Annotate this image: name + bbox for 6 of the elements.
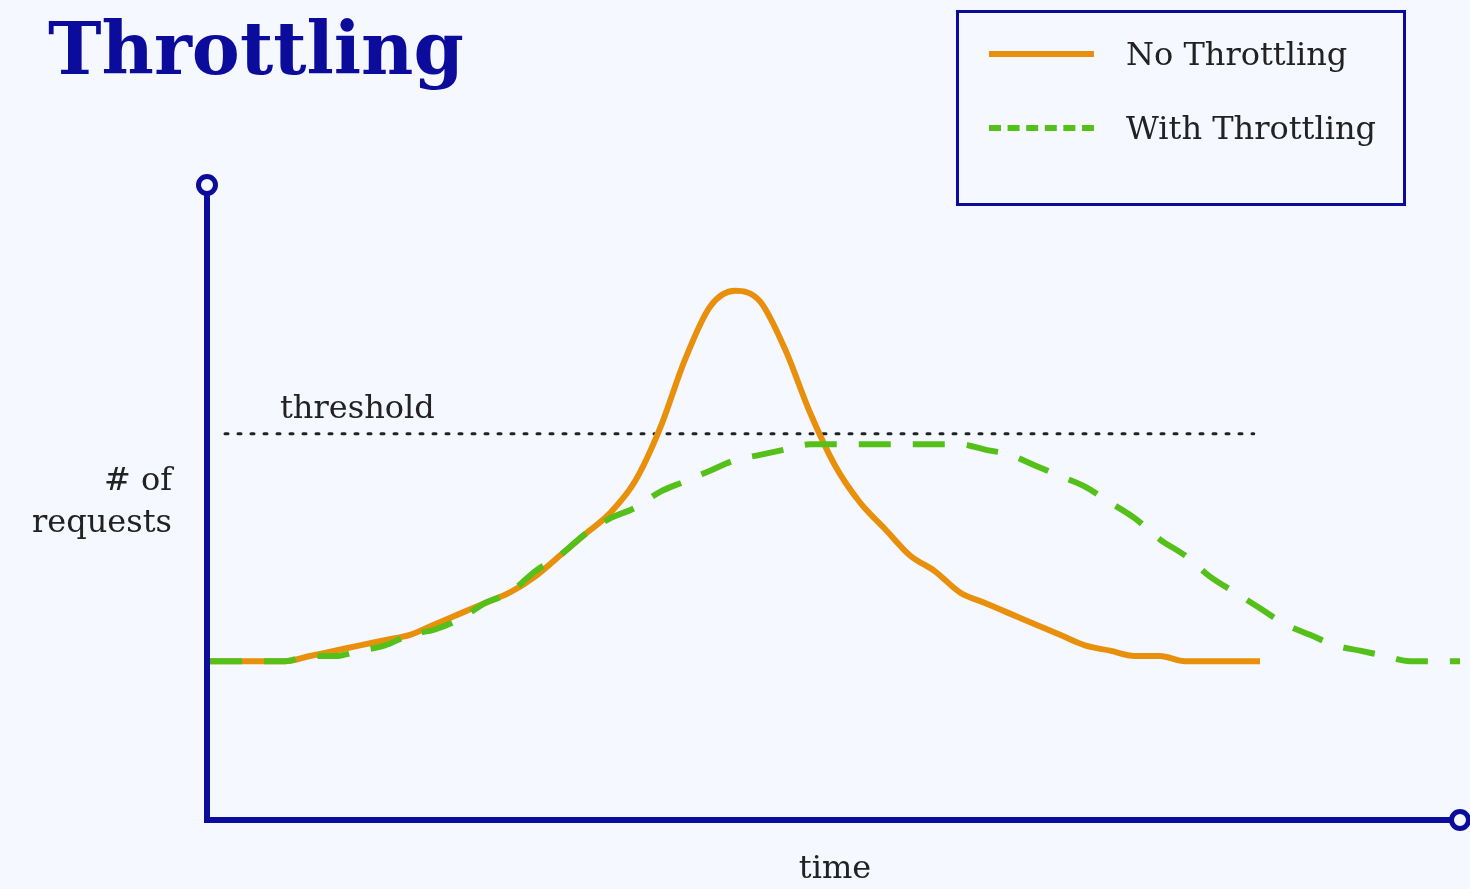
legend-label: No Throttling xyxy=(1126,35,1348,73)
legend-label: With Throttling xyxy=(1126,109,1376,147)
ref-line-label: threshold xyxy=(280,388,435,427)
chart-title: Throttling xyxy=(48,6,464,91)
y-axis-title: # of requests xyxy=(32,459,175,540)
x-axis-title: time xyxy=(798,848,872,887)
